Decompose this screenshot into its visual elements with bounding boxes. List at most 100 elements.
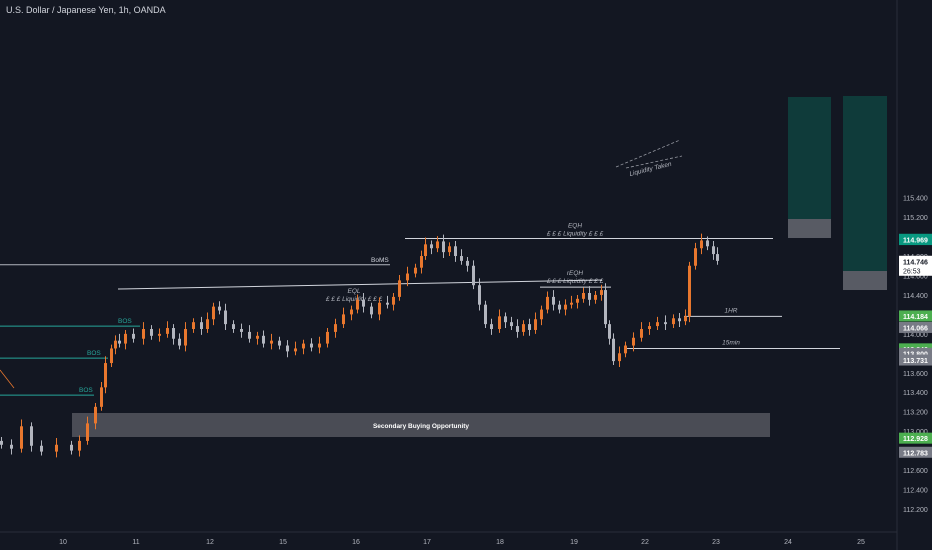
candle-body <box>706 240 709 247</box>
price-label-value: 114.746 <box>903 259 928 266</box>
candle-body <box>694 248 697 266</box>
target-zone-15min <box>843 96 887 271</box>
price-label-box <box>899 234 932 246</box>
time-tick-label: 19 <box>570 539 578 546</box>
candle-body <box>640 328 643 338</box>
price-label-value: 114.066 <box>903 325 928 332</box>
label-bos-1: BOS <box>118 318 132 325</box>
price-tick-label: 112.400 <box>903 488 928 495</box>
symbol-title: U.S. Dollar / Japanese Yen, 1h, OANDA <box>6 5 166 15</box>
candle-body <box>100 387 103 407</box>
time-tick-label: 15 <box>279 539 287 546</box>
candle-body <box>618 353 621 362</box>
line-eql <box>117 279 603 290</box>
candle-body <box>570 302 573 305</box>
candle-body <box>472 265 475 286</box>
candle-body <box>78 440 81 451</box>
price-label-value: 114.969 <box>903 238 928 245</box>
candle-body <box>558 304 561 310</box>
candle-body <box>20 426 23 449</box>
candle-body <box>114 340 117 349</box>
price-label-box <box>899 354 932 366</box>
candle-body <box>600 290 603 295</box>
candle-body <box>240 328 243 332</box>
candle-body <box>178 338 181 346</box>
candle-body <box>342 314 345 325</box>
time-tick-label: 12 <box>206 539 214 546</box>
candle-body <box>334 324 337 332</box>
price-label-box <box>899 255 932 276</box>
candle-body <box>142 328 145 339</box>
candle-body <box>370 306 373 315</box>
time-tick-label: 24 <box>784 539 792 546</box>
price-label-box <box>899 310 932 322</box>
candle-body <box>0 440 3 445</box>
candle-body <box>460 256 463 261</box>
time-tick-label: 23 <box>712 539 720 546</box>
candle-body <box>362 299 365 307</box>
time-tick-label: 22 <box>641 539 649 546</box>
candle-body <box>716 254 719 261</box>
candle-body <box>212 306 215 320</box>
candle-body <box>200 322 203 329</box>
price-tick-label: 115.200 <box>903 215 928 222</box>
price-tick-label: 114.000 <box>903 332 928 339</box>
candle-body <box>552 296 555 305</box>
candle-body <box>546 296 549 310</box>
candle-body <box>294 348 297 352</box>
time-tick-label: 16 <box>352 539 360 546</box>
candle-body <box>30 426 33 446</box>
stop-zone-1hr <box>788 219 831 238</box>
price-tick-label: 112.600 <box>903 468 928 475</box>
candle-body <box>624 345 627 354</box>
candle-body <box>270 340 273 344</box>
candle-body <box>712 246 715 255</box>
candle-body <box>540 309 543 320</box>
candle-body <box>398 280 401 297</box>
candle-body <box>588 292 591 300</box>
candle-body <box>248 331 251 339</box>
label-bos-2: BOS <box>87 350 101 357</box>
candle-body <box>604 290 607 325</box>
candle-body <box>510 322 513 327</box>
price-label-value: 114.184 <box>903 314 928 321</box>
candle-body <box>286 345 289 352</box>
stop-zone-15min <box>843 271 887 290</box>
time-tick-label: 25 <box>857 539 865 546</box>
label-reqh: rEQH <box>567 270 584 277</box>
liquidity-arrow-2 <box>625 155 683 169</box>
candle-body <box>392 296 395 305</box>
candle-body <box>386 302 389 305</box>
price-tick-label: 114.600 <box>903 273 928 280</box>
candle-body <box>688 265 691 317</box>
label-liquidity-taken: Liquidity Taken <box>629 161 673 178</box>
candles <box>0 233 719 458</box>
candle-body <box>684 316 687 322</box>
label-eql-liquidity: £ £ £ Liquidity £ £ £ <box>325 296 383 303</box>
candle-body <box>172 328 175 339</box>
candle-body <box>420 256 423 268</box>
candle-body <box>466 260 469 266</box>
candle-body <box>454 246 457 257</box>
candle-body <box>326 331 329 344</box>
annotation-secondary-buying: Secondary Buying Opportunity <box>373 423 469 430</box>
candle-body <box>150 328 153 336</box>
candle-body <box>448 246 451 253</box>
candle-body <box>664 322 667 325</box>
candle-body <box>430 244 433 249</box>
label-eql: EQL <box>347 288 360 295</box>
candle-body <box>70 444 73 451</box>
candle-body <box>576 298 579 303</box>
candle-body <box>40 445 43 452</box>
candle-body <box>206 319 209 329</box>
label-eqh: EQH <box>568 223 582 230</box>
secondary-buying-zone <box>72 413 770 437</box>
price-tick-label: 113.400 <box>903 390 928 397</box>
candle-body <box>110 348 113 364</box>
price-tick-label: 113.200 <box>903 410 928 417</box>
candle-body <box>564 304 567 310</box>
time-tick-label: 10 <box>59 539 67 546</box>
candle-body <box>672 318 675 325</box>
candle-body <box>86 423 89 441</box>
